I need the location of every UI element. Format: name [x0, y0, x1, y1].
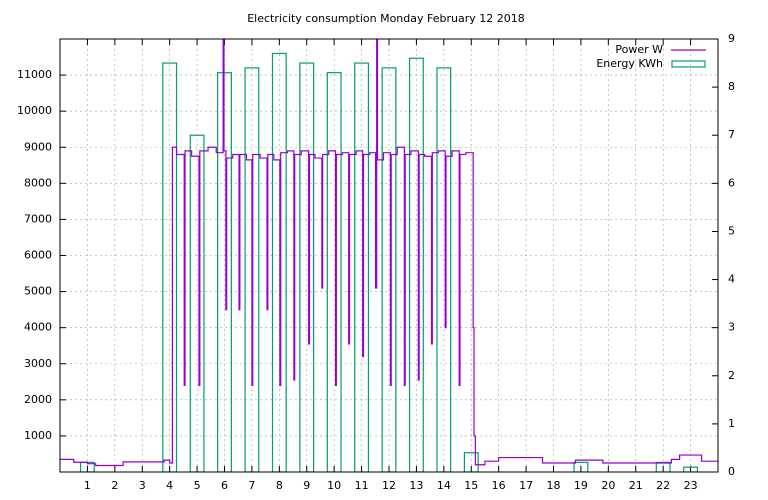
x-tick-label: 11 [355, 479, 369, 492]
y2-tick-label: 0 [728, 465, 735, 478]
x-tick-label: 7 [248, 479, 255, 492]
plot-frame [59, 38, 719, 473]
y-tick-label: 11000 [17, 68, 52, 81]
x-tick-label: 15 [464, 479, 478, 492]
y2-tick-label: 8 [728, 80, 735, 93]
x-tick-label: 4 [166, 479, 173, 492]
energy-box [162, 62, 178, 472]
y-tick-label: 4000 [24, 321, 52, 334]
legend-label: Energy KWh [596, 57, 663, 70]
y2-tick-label: 2 [728, 369, 735, 382]
y-tick-label: 10000 [17, 104, 52, 117]
x-tick-label: 22 [656, 479, 670, 492]
x-tick-label: 20 [601, 479, 615, 492]
x-tick-label: 16 [492, 479, 506, 492]
x-tick-label: 14 [437, 479, 451, 492]
y2-tick-label: 4 [728, 273, 735, 286]
y2-tick-label: 1 [728, 417, 735, 430]
legend-swatch [671, 60, 706, 68]
energy-box [271, 52, 287, 472]
y-tick-label: 2000 [24, 393, 52, 406]
chart-title: Electricity consumption Monday February … [247, 12, 525, 25]
y-tick-label: 7000 [24, 212, 52, 225]
x-tick-label: 6 [221, 479, 228, 492]
power-line [60, 39, 718, 467]
x-tick-label: 21 [629, 479, 643, 492]
y-tick-label: 5000 [24, 285, 52, 298]
energy-box [189, 134, 205, 472]
x-tick-label: 23 [684, 479, 698, 492]
x-tick-label: 13 [409, 479, 423, 492]
energy-box [354, 62, 370, 472]
energy-box [381, 67, 397, 472]
y-tick-label: 8000 [24, 176, 52, 189]
x-tick-label: 9 [303, 479, 310, 492]
y-tick-label: 9000 [24, 140, 52, 153]
y2-tick-label: 3 [728, 321, 735, 334]
y2-tick-label: 6 [728, 176, 735, 189]
x-tick-label: 17 [519, 479, 533, 492]
x-tick-label: 10 [327, 479, 341, 492]
energy-box [326, 72, 342, 472]
energy-box [244, 67, 260, 472]
energy-box [299, 62, 315, 472]
y-tick-label: 1000 [24, 429, 52, 442]
y2-tick-label: 9 [728, 32, 735, 45]
y-tick-label: 3000 [24, 357, 52, 370]
energy-box [436, 67, 452, 472]
x-tick-label: 18 [547, 479, 561, 492]
y2-tick-label: 5 [728, 224, 735, 237]
y-tick-label: 6000 [24, 249, 52, 262]
y2-tick-label: 7 [728, 128, 735, 141]
legend-label: Power W [615, 43, 663, 56]
x-tick-label: 8 [276, 479, 283, 492]
x-tick-label: 1 [84, 479, 91, 492]
energy-box [683, 466, 699, 472]
energy-box [408, 57, 424, 472]
x-tick-label: 2 [111, 479, 118, 492]
x-tick-label: 3 [139, 479, 146, 492]
x-tick-label: 5 [194, 479, 201, 492]
x-tick-label: 12 [382, 479, 396, 492]
x-tick-label: 19 [574, 479, 588, 492]
